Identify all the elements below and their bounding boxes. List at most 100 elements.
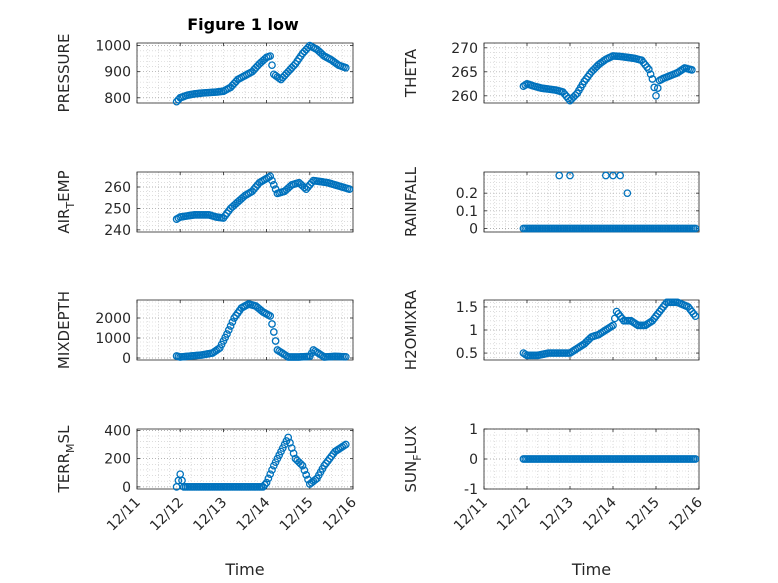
data-point [340, 63, 348, 71]
y-tick-label: 0.2 [456, 186, 478, 202]
axes-box [136, 171, 354, 233]
data-point [553, 349, 562, 357]
y-tick-label: 0 [122, 480, 131, 496]
data-point [266, 470, 275, 479]
y-tick-label: 1 [469, 323, 478, 339]
y-tick-label: 0 [469, 221, 478, 237]
data-point [289, 61, 298, 70]
data-point [575, 455, 583, 463]
data-point [268, 320, 276, 328]
data-point [206, 483, 215, 491]
data-point [614, 52, 623, 61]
data-point [528, 81, 537, 90]
data-point [542, 84, 551, 93]
subplot-mixdepth: 0 1000 2000 MIXDEPTH [55, 291, 354, 369]
data-point [564, 94, 573, 103]
subplot-rainfall: 00.1 0.2 RAINFALL [402, 166, 700, 237]
data-point [616, 171, 625, 180]
y-axis-label: AIRTEMP [55, 170, 77, 233]
x-tick-label: 12/11 [451, 495, 491, 535]
y-tick-label: 270 [451, 41, 478, 57]
y-tick-label: 0 [469, 452, 478, 468]
data-point [230, 201, 239, 210]
data-point [340, 441, 348, 450]
data-point [260, 480, 269, 489]
data-point [632, 455, 641, 463]
data-point [250, 483, 258, 491]
data-point [311, 475, 320, 484]
x-tick-label: 12/16 [666, 494, 706, 534]
data-point [185, 352, 194, 361]
data-point [221, 333, 230, 342]
data-point [578, 80, 587, 89]
data-point [603, 455, 612, 463]
x-tick-label: 12/13 [190, 495, 230, 535]
data-point [237, 194, 246, 203]
data-point [535, 83, 544, 92]
data-point [196, 351, 204, 360]
data-point [293, 353, 302, 361]
data-point [282, 351, 291, 360]
subplot-h2omixra: 0.5 1 1.5 H2OMIXRA [402, 289, 700, 370]
data-point [298, 182, 307, 190]
x-tick-label: 12/12 [147, 495, 187, 535]
data-point [264, 474, 273, 483]
axes-box [136, 299, 354, 361]
data-point [632, 224, 641, 233]
data-point [239, 483, 248, 491]
y-axis-label: TERRMSL [55, 425, 77, 494]
data-point [560, 455, 569, 463]
data-point [618, 224, 626, 233]
data-point [230, 79, 239, 88]
data-point [661, 455, 669, 463]
data-point [689, 455, 698, 463]
data-point [268, 466, 276, 474]
y-tick-label: 800 [104, 91, 131, 107]
data-point [305, 181, 314, 189]
data-point [181, 91, 190, 100]
y-tick-label: 1.5 [456, 300, 478, 316]
data-point [275, 451, 284, 459]
data-point [589, 224, 598, 233]
data-point [603, 224, 612, 233]
data-point [210, 212, 219, 221]
data-point [340, 352, 348, 361]
data-point [264, 311, 273, 319]
data-point [242, 301, 251, 309]
data-point [188, 211, 197, 219]
data-point [521, 350, 530, 359]
data-point [646, 224, 655, 233]
data-point [675, 224, 684, 233]
data-point [546, 224, 555, 233]
y-axis-label: H2OMIXRA [402, 289, 420, 370]
y-tick-label: 240 [104, 223, 131, 239]
data-point [214, 345, 222, 354]
data-point [255, 305, 264, 313]
data-point [302, 471, 311, 479]
data-point [689, 224, 698, 233]
data-point [569, 93, 578, 101]
data-point [212, 346, 221, 355]
y-tick-label: 250 [104, 201, 131, 217]
data-point [296, 460, 305, 468]
data-point [269, 181, 278, 189]
data-point [609, 171, 617, 180]
y-tick-label: 260 [451, 89, 478, 105]
data-point [228, 483, 237, 491]
x-tick-label: 12/13 [537, 495, 577, 535]
data-point [652, 91, 660, 100]
data-point [217, 483, 226, 491]
data-point [228, 318, 237, 326]
axes-box [136, 42, 354, 104]
y-tick-label: 900 [104, 65, 131, 81]
data-point [309, 477, 318, 486]
data-point [210, 88, 219, 97]
data-point [251, 183, 260, 191]
data-point [203, 211, 212, 219]
data-point [661, 224, 669, 233]
data-point [251, 63, 260, 72]
data-point [653, 84, 662, 92]
data-point [304, 43, 312, 52]
data-point [282, 437, 291, 445]
